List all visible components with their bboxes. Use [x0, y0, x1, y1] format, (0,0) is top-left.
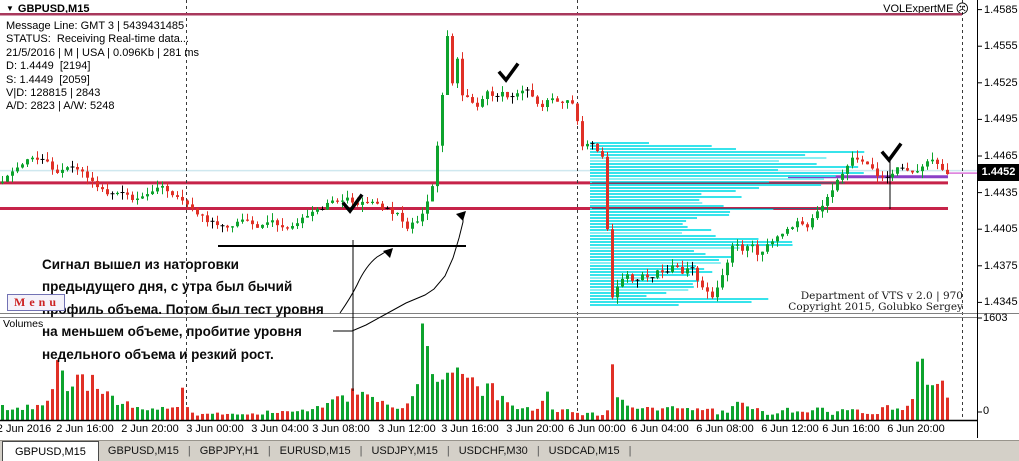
time-tick-label: 2 Jun 2016 [0, 423, 52, 435]
time-tick-label: 3 Jun 12:00 [378, 423, 436, 435]
tab-separator: | [267, 445, 271, 457]
time-tick-label: 3 Jun 16:00 [441, 423, 499, 435]
annotation-line: предыдущего дня, с утра был бычий [42, 279, 293, 295]
analysis-annotation-text: Сигнал вышел из наторговки предыдущего дн… [42, 254, 324, 366]
info-line: 21/5/2016 | M | USA | 0.096Kb | 281 ms [6, 46, 200, 59]
session-separators [186, 0, 963, 420]
chevron-down-icon[interactable]: ▼ [6, 4, 14, 13]
price-tick-label: 1.4495 [984, 113, 1018, 126]
expert-advisor-badge[interactable]: VOLExpertME ☹ [883, 2, 969, 15]
upper-level-strikethrough [0, 13, 962, 15]
indicator-watermark: Department of VTS v 2.0 | 970 Copyright … [788, 291, 963, 312]
tab-usdchf-m30[interactable]: USDCHF,M30 [458, 445, 528, 457]
symbol-label: GBPUSD,M15 [17, 3, 90, 15]
info-line: V|D: 128815 | 2843 [6, 87, 101, 100]
price-tick-label: 1.4555 [984, 40, 1018, 53]
price-tick-label: 1.4525 [984, 76, 1018, 89]
price-tick-label: 1.4465 [984, 150, 1018, 162]
tab-gbpusd-m15[interactable]: GBPUSD,M15 [107, 445, 179, 457]
time-tick-label: 6 Jun 16:00 [822, 423, 880, 435]
price-tick-label: 1.4585 [984, 3, 1018, 16]
annotation-line: профиль объема. Потом был тест уровня [42, 301, 324, 317]
volume-scale-min: 0 [983, 405, 990, 417]
time-tick-label: 3 Jun 08:00 [312, 423, 370, 435]
time-tick-label: 6 Jun 04:00 [631, 423, 689, 435]
time-tick-label: 3 Jun 00:00 [186, 423, 244, 435]
info-line: STATUS: Receiving Real-time data... [6, 33, 189, 46]
volume-series [1, 323, 949, 421]
tab-eurusd-m15[interactable]: EURUSD,M15 [279, 445, 351, 457]
volume-profile [590, 142, 865, 306]
price-tick-label: 1.4345 [984, 296, 1018, 309]
price-tick-label: 1.4405 [984, 223, 1018, 236]
info-line: S: 1.4449 [2059] [6, 73, 90, 86]
annotation-line: недельного объема и резкий рост. [42, 346, 274, 362]
time-tick-label: 6 Jun 08:00 [696, 423, 754, 435]
symbol-title[interactable]: ▼ GBPUSD,M15 [6, 3, 89, 15]
expert-name: VOLExpertME [883, 2, 954, 15]
time-tick-label: 2 Jun 16:00 [56, 423, 114, 435]
volume-scale-max: 1603 [983, 312, 1008, 324]
candlestick-series [1, 30, 949, 304]
trend-arrow-drawing [333, 217, 464, 332]
time-tick-label: 2 Jun 20:00 [121, 423, 179, 435]
tab-separator: | [359, 445, 363, 457]
axes [0, 0, 1019, 438]
checkmark-drawing [341, 193, 364, 214]
checkmark-drawing [880, 142, 903, 163]
watermark-line1: Department of VTS v 2.0 | 970 [800, 290, 963, 302]
tab-separator: | [536, 445, 540, 457]
info-line: D: 1.4449 [2194] [6, 60, 91, 73]
watermark-line2: Copyright 2015, Golubko Sergey [788, 300, 963, 313]
info-line: Message Line: GMT 3 | 5439431485 [6, 20, 185, 32]
chart-tab-bar: GBPUSD,M15 GBPUSD,M15 | GBPJPY,H1 | EURUSD,M… [0, 440, 1019, 461]
market-info-panel: Message Line: GMT 3 | 5439431485 STATUS: … [6, 20, 199, 114]
info-line: A/D: 2823 | A/W: 5248 [6, 100, 115, 113]
price-tick-label: 1.4435 [984, 186, 1018, 199]
checkmark-drawing [497, 62, 520, 83]
time-tick-label: 3 Jun 04:00 [251, 423, 309, 435]
annotation-line: Сигнал вышел из наторговки [42, 257, 239, 272]
menu-button[interactable]: Menu [7, 294, 65, 311]
tab-usdjpy-m15[interactable]: USDJPY,M15 [371, 445, 438, 457]
time-tick-label: 6 Jun 20:00 [887, 423, 945, 435]
price-tick-label: 1.4375 [984, 259, 1018, 272]
tab-separator: | [187, 445, 191, 457]
annotation-drawings[interactable] [218, 62, 903, 391]
annotation-line: на меньшем объеме, пробитие уровня [42, 324, 302, 340]
tab-separator: | [628, 445, 632, 457]
time-tick-label: 3 Jun 20:00 [506, 423, 564, 435]
current-price-badge: 1.4452 [978, 164, 1019, 181]
tab-separator: | [446, 445, 450, 457]
tab-gbpjpy-h1[interactable]: GBPJPY,H1 [199, 445, 259, 457]
time-tick-label: 6 Jun 00:00 [568, 423, 626, 435]
tab-gbpusd-m15-active[interactable]: GBPUSD,M15 [2, 441, 99, 461]
sad-face-icon: ☹ [955, 1, 969, 16]
trend-arrow-drawing [339, 250, 391, 314]
time-tick-label: 6 Jun 12:00 [761, 423, 819, 435]
tab-usdcad-m15[interactable]: USDCAD,M15 [548, 445, 620, 457]
volumes-pane-label: Volumes [3, 318, 44, 330]
